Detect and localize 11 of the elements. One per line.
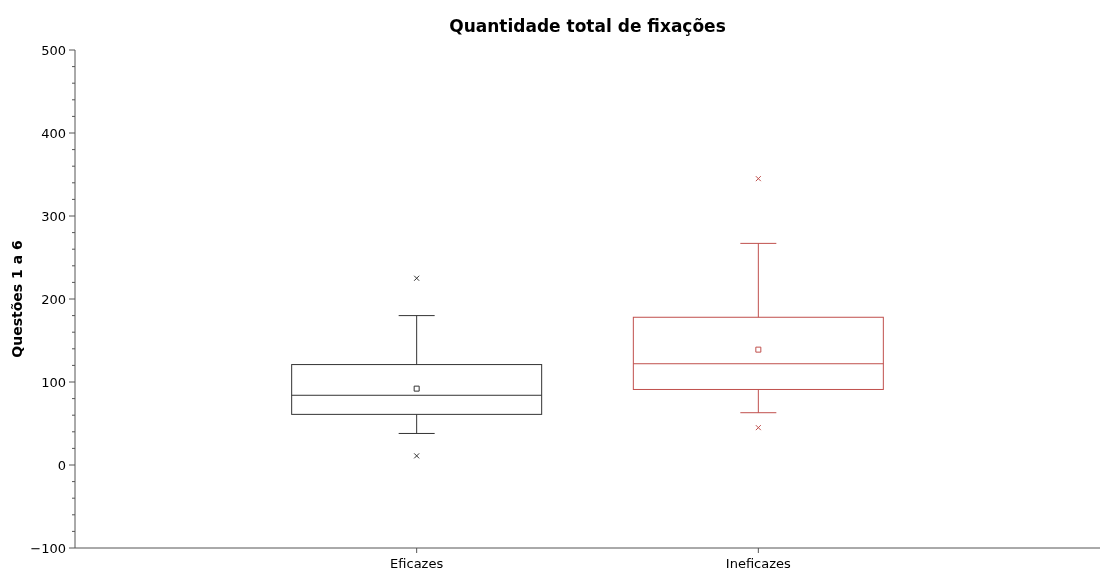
chart-title: Quantidade total de fixações	[449, 16, 726, 36]
x-tick-label: Ineficazes	[725, 556, 792, 571]
y-axis-title: Questões 1 a 6	[9, 240, 25, 358]
y-tick-label: 200	[41, 291, 66, 307]
y-tick-label: 300	[41, 208, 66, 224]
y-tick-label: 0	[57, 457, 66, 473]
y-tick-label: 500	[41, 42, 66, 58]
y-tick-label: 400	[41, 125, 66, 141]
x-tick-label: Eficazes	[390, 556, 444, 571]
y-tick-label: −100	[30, 540, 66, 556]
y-tick-label: 100	[41, 374, 66, 390]
